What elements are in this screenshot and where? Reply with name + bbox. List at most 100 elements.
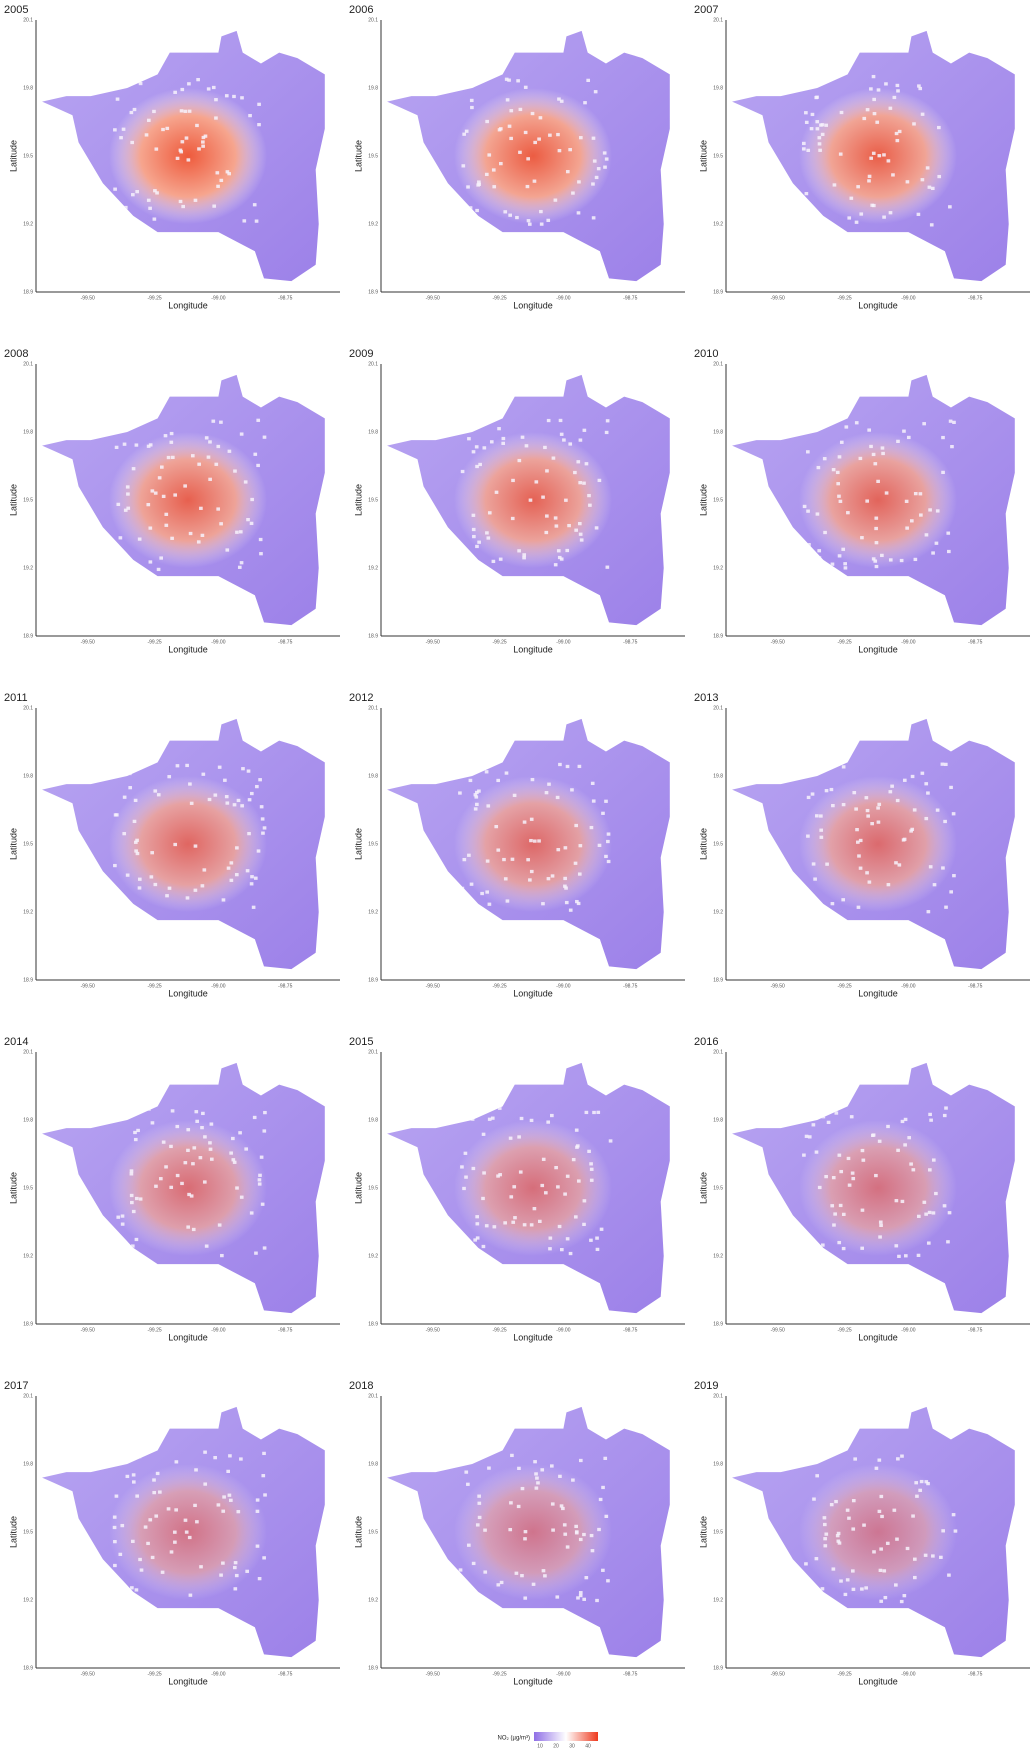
pixel bbox=[148, 526, 152, 529]
pixel bbox=[856, 841, 860, 844]
pixel bbox=[878, 1510, 882, 1513]
pixel bbox=[214, 116, 218, 119]
pixel bbox=[540, 1184, 544, 1187]
x-tick-label: -99.00 bbox=[211, 295, 225, 301]
pixel bbox=[123, 796, 127, 799]
pixel bbox=[560, 1248, 564, 1251]
pixel bbox=[918, 87, 922, 90]
pixel bbox=[240, 432, 244, 435]
pixel bbox=[877, 154, 881, 157]
x-tick-label: -99.00 bbox=[901, 1327, 915, 1333]
pixel bbox=[203, 1135, 207, 1138]
x-tick-label: -99.50 bbox=[426, 295, 440, 301]
pixel bbox=[219, 179, 223, 182]
pixel bbox=[905, 526, 909, 529]
pixel bbox=[239, 1457, 243, 1460]
pixel bbox=[113, 1540, 117, 1543]
pixel bbox=[552, 456, 556, 459]
pixel bbox=[885, 491, 889, 494]
pixel bbox=[257, 123, 261, 126]
pixel bbox=[853, 1457, 857, 1460]
map-panel: 201418.919.219.519.820.1-99.50-99.25-99.… bbox=[4, 1036, 340, 1342]
pixel bbox=[181, 205, 185, 208]
pixel bbox=[820, 836, 824, 839]
y-tick-label: 20.1 bbox=[713, 17, 723, 23]
y-tick-label: 20.1 bbox=[368, 17, 378, 23]
pixel bbox=[486, 859, 490, 862]
pixel bbox=[522, 556, 526, 559]
pixel bbox=[840, 441, 844, 444]
y-tick-label: 19.5 bbox=[368, 1529, 378, 1535]
pixel bbox=[471, 1118, 475, 1121]
pixel bbox=[158, 1490, 162, 1493]
pixel bbox=[824, 124, 828, 127]
x-tick-label: -99.00 bbox=[901, 1671, 915, 1677]
x-tick-label: -98.75 bbox=[278, 983, 292, 989]
pixel bbox=[895, 1538, 899, 1541]
pixel bbox=[579, 1594, 583, 1597]
pixel bbox=[558, 149, 562, 152]
pixel bbox=[152, 1491, 156, 1494]
pixel bbox=[565, 901, 569, 904]
pixel bbox=[565, 549, 569, 552]
pixel bbox=[811, 113, 815, 116]
pixel bbox=[932, 1158, 936, 1161]
pixel bbox=[126, 223, 130, 226]
pixel bbox=[873, 112, 877, 115]
pixel bbox=[250, 1211, 254, 1214]
pixel bbox=[477, 541, 481, 544]
pixel bbox=[154, 883, 158, 886]
pixel bbox=[609, 1139, 613, 1142]
y-tick-label: 19.2 bbox=[368, 565, 378, 571]
urban-core bbox=[799, 776, 957, 912]
pixel bbox=[813, 877, 817, 880]
pixel bbox=[582, 1533, 586, 1536]
y-axis-label: Latitude bbox=[353, 828, 363, 860]
pixel bbox=[533, 141, 537, 144]
map-fill bbox=[381, 1396, 685, 1668]
pixel bbox=[161, 128, 165, 131]
pixel bbox=[195, 1520, 199, 1523]
pixel bbox=[159, 1177, 163, 1180]
x-tick-label: -99.25 bbox=[147, 1327, 161, 1333]
pixel bbox=[928, 508, 932, 511]
pixel bbox=[563, 1533, 567, 1536]
y-tick-label: 19.5 bbox=[23, 497, 33, 503]
y-tick-label: 19.5 bbox=[713, 497, 723, 503]
y-tick-label: 18.9 bbox=[713, 977, 723, 983]
pixel bbox=[199, 1565, 203, 1568]
pixel bbox=[162, 495, 166, 498]
y-tick-label: 20.1 bbox=[23, 1049, 33, 1055]
x-tick-label: -99.00 bbox=[901, 983, 915, 989]
pixel bbox=[867, 179, 871, 182]
pixel bbox=[197, 147, 201, 150]
pixel bbox=[132, 1473, 136, 1476]
pixel bbox=[173, 1531, 177, 1534]
pixel bbox=[577, 211, 581, 214]
pixel bbox=[566, 765, 570, 768]
pixel bbox=[258, 1178, 262, 1181]
pixel bbox=[575, 900, 579, 903]
pixel bbox=[590, 826, 594, 829]
pixel bbox=[870, 822, 874, 825]
pixel bbox=[597, 1528, 601, 1531]
pixel bbox=[857, 854, 861, 857]
pixel bbox=[855, 421, 859, 424]
pixel bbox=[263, 1246, 267, 1249]
pixel bbox=[862, 1523, 866, 1526]
pixel bbox=[812, 1123, 816, 1126]
urban-core bbox=[799, 432, 957, 568]
pixel bbox=[119, 136, 123, 139]
pixel bbox=[157, 568, 161, 571]
pixel bbox=[833, 183, 837, 186]
pixel bbox=[194, 1110, 198, 1113]
pixel bbox=[839, 500, 843, 503]
pixel bbox=[116, 98, 120, 101]
pixel bbox=[240, 96, 244, 99]
pixel bbox=[817, 136, 821, 139]
pixel bbox=[582, 1223, 586, 1226]
pixel bbox=[837, 1241, 841, 1244]
pixel bbox=[186, 1225, 190, 1228]
pixel bbox=[221, 1561, 225, 1564]
pixel bbox=[222, 1495, 226, 1498]
